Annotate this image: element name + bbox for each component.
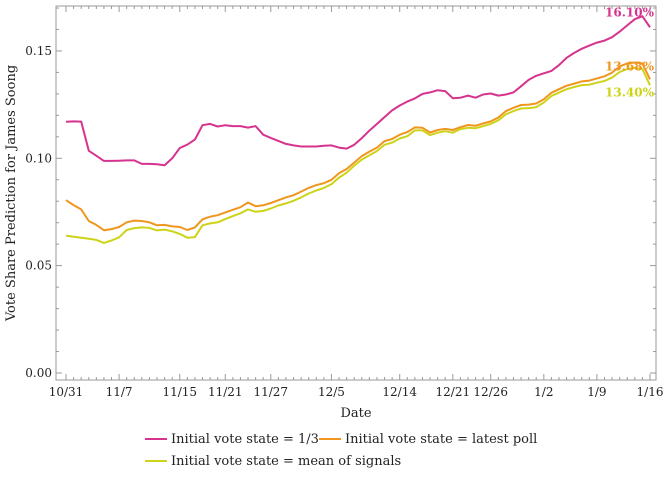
y-axis-label: Vote Share Prediction for James Soong	[4, 65, 19, 322]
legend-label-latest-poll: Initial vote state = latest poll	[344, 431, 538, 447]
x-tick-label: 1/2	[534, 385, 553, 399]
end-labels: 16.10% 13.68% 13.40%	[605, 5, 655, 99]
series-end-label-3: 13.40%	[605, 85, 655, 99]
x-tick-label: 10/31	[49, 385, 84, 399]
x-tick-label: 12/14	[382, 385, 417, 399]
x-tick-label: 12/21	[436, 385, 471, 399]
series-line-2	[65, 61, 651, 232]
x-tick-label: 1/9	[587, 385, 606, 399]
x-tick-label: 11/7	[106, 385, 133, 399]
legend-swatch-mean-of-signals	[145, 460, 167, 462]
legend-item-latest-poll: Initial vote state = latest poll	[318, 431, 538, 447]
legend-row-1: Initial vote state = 1/3 Initial vote st…	[145, 428, 605, 450]
x-tick-label: 11/27	[253, 385, 288, 399]
x-tick-label: 11/15	[162, 385, 197, 399]
y-tick-label: 0.15	[25, 44, 52, 58]
legend-swatch-initial-one-third	[145, 438, 167, 440]
x-tick-label: 1/16	[637, 385, 664, 399]
legend-item-mean-of-signals: Initial vote state = mean of signals	[145, 454, 401, 469]
x-axis: 10/31 11/7 11/15 11/21 11/27 12/5 12/14 12/21 12…	[49, 6, 664, 399]
y-tick-label: 0.10	[25, 151, 52, 165]
series-end-label-1: 16.10%	[605, 5, 655, 19]
legend-row-2: Initial vote state = mean of signals	[145, 450, 605, 472]
plot-frame	[55, 5, 657, 381]
legend-label-mean-of-signals: Initial vote state = mean of signals	[171, 453, 402, 469]
legend: Initial vote state = 1/3 Initial vote st…	[145, 428, 605, 472]
x-tick-label: 12/5	[318, 385, 345, 399]
x-tick-label: 12/26	[473, 385, 508, 399]
legend-item-initial-one-third: Initial vote state = 1/3	[145, 432, 319, 447]
x-axis-label: Date	[340, 406, 371, 421]
legend-swatch-latest-poll	[318, 438, 341, 440]
series-layer	[65, 15, 651, 244]
legend-label-initial-one-third: Initial vote state = 1/3	[171, 431, 319, 447]
x-tick-label: 11/21	[208, 385, 243, 399]
y-tick-label: 0.00	[25, 366, 52, 380]
y-tick-label: 0.05	[25, 259, 52, 273]
y-axis: 0.00 0.05 0.10 0.15	[25, 7, 656, 380]
series-end-label-2: 13.68%	[605, 59, 655, 73]
series-line-1	[65, 15, 651, 167]
series-line-3	[65, 66, 651, 244]
